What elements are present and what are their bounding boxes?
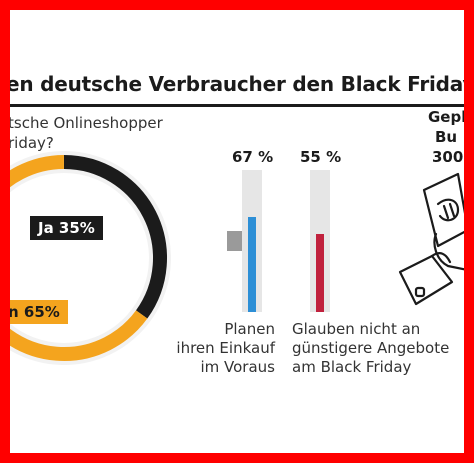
bar-caption-cheaper-line-2: günstigere Angebote (292, 339, 450, 357)
donut-label-nein: n 65% (10, 300, 68, 324)
bar-cheaper (316, 233, 324, 312)
bar-caption-plan-line-2: ihren Einkauf (176, 339, 275, 357)
right-heading-line-2: Bu (435, 128, 458, 146)
infographic: en deutsche Verbraucher den Black Friday… (10, 10, 464, 453)
bar-track-cheaper (310, 170, 330, 312)
bar-caption-cheaper: Glauben nicht an günstigere Angebote am … (292, 320, 449, 377)
page-title: en deutsche Verbraucher den Black Friday (10, 72, 464, 96)
bar-plan (248, 216, 256, 312)
bar-value-label-plan: 67 % (232, 148, 274, 166)
title-divider (10, 104, 464, 107)
right-heading-line-3: 300 (432, 148, 464, 166)
hand-with-receipt-icon (398, 172, 464, 306)
bar-track-plan (242, 170, 262, 312)
bar-caption-cheaper-line-1: Glauben nicht an (292, 320, 421, 338)
donut-slice-nein (10, 155, 148, 361)
bar-caption-plan: Planen ihren Einkauf im Voraus (176, 320, 275, 377)
bar-caption-plan-line-1: Planen (224, 320, 275, 338)
question-line-1: tsche Onlineshopper (10, 114, 163, 132)
question-line-2: riday? (10, 134, 54, 152)
right-heading-line-1: Gepl (428, 108, 464, 126)
bar-value-label-cheaper: 55 % (300, 148, 342, 166)
donut-chart (10, 151, 171, 365)
donut-slice-ja (63, 155, 167, 319)
bar-caption-plan-line-3: im Voraus (200, 358, 275, 376)
bar-caption-cheaper-line-3: am Black Friday (292, 358, 412, 376)
donut-label-ja: Ja 35% (30, 216, 103, 240)
